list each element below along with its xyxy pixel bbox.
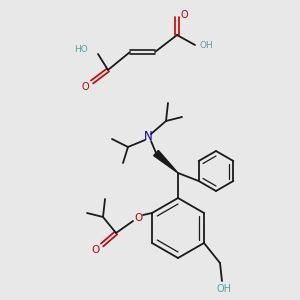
Text: OH: OH xyxy=(199,41,213,50)
Text: HO: HO xyxy=(74,44,88,53)
Text: O: O xyxy=(134,213,142,223)
Text: O: O xyxy=(180,10,188,20)
Text: N: N xyxy=(144,130,152,143)
Text: O: O xyxy=(81,82,89,92)
Polygon shape xyxy=(154,150,178,173)
Text: O: O xyxy=(91,245,99,255)
Text: OH: OH xyxy=(217,284,232,294)
